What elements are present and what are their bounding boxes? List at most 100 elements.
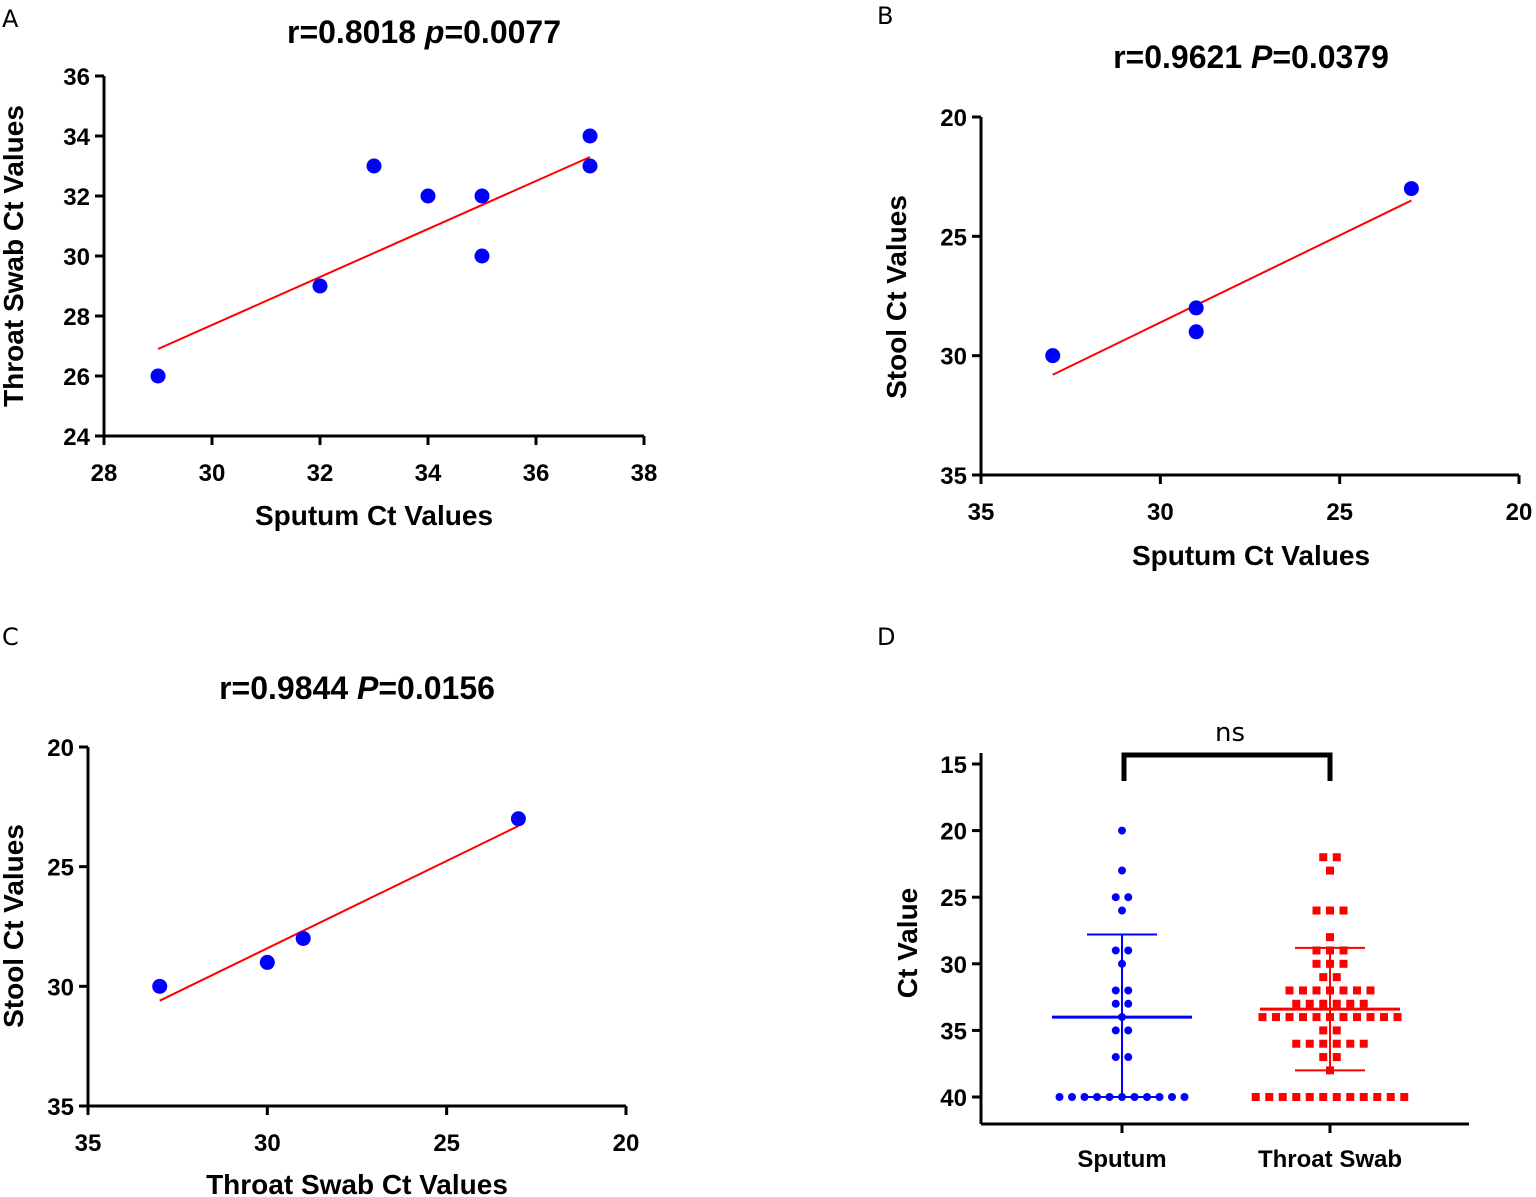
- data-point: [1326, 866, 1334, 875]
- data-point: [1346, 999, 1355, 1008]
- data-point: [1400, 1093, 1409, 1101]
- data-point: [510, 811, 526, 827]
- data-point: [1111, 893, 1120, 902]
- y-tick-label: 35: [940, 463, 967, 490]
- panel-b-y-label: Stool Ct Values: [881, 195, 912, 399]
- data-point: [1155, 1093, 1164, 1101]
- panel-b-fit-layer: [1052, 199, 1412, 376]
- data-point: [1272, 1013, 1280, 1022]
- y-tick-label: 25: [940, 885, 967, 912]
- x-tick-label: 36: [523, 460, 550, 487]
- data-point: [1278, 1093, 1287, 1101]
- data-point: [1124, 1026, 1133, 1035]
- data-point: [1332, 1026, 1341, 1035]
- data-point: [1359, 1039, 1368, 1048]
- category-label: Sputum: [1077, 1146, 1166, 1173]
- data-point: [1180, 1093, 1189, 1101]
- panel-b: B r=0.9621 P=0.0379 35 30 25 20 20 25 30 35 Sp…: [877, 2, 1532, 571]
- data-point: [1346, 1039, 1355, 1048]
- panel-d-stat-bars: [1052, 933, 1400, 1098]
- y-tick-label: 20: [940, 105, 967, 132]
- data-point: [582, 128, 598, 144]
- x-tick-label: 30: [254, 1130, 281, 1157]
- data-point: [259, 954, 275, 970]
- data-point: [1380, 1013, 1388, 1022]
- x-tick-label: 35: [968, 499, 995, 526]
- data-point: [1346, 1093, 1355, 1101]
- panel-a-title: r=0.8018 p=0.0077: [287, 14, 561, 50]
- data-point: [152, 978, 168, 994]
- data-point: [1292, 999, 1301, 1008]
- data-point: [1111, 946, 1120, 955]
- panel-c-x-label: Throat Swab Ct Values: [206, 1169, 508, 1197]
- data-point: [1359, 1093, 1368, 1101]
- data-point: [1319, 1026, 1328, 1035]
- regression-line: [1052, 199, 1412, 376]
- panel-c: C r=0.9844 P=0.0156 35 30 25 20 20 25 30 35 Th…: [0, 623, 639, 1197]
- panel-c-y-ticks: 20 25 30 35: [47, 735, 88, 1121]
- data-point: [1111, 999, 1120, 1008]
- panel-a-fit-layer: [157, 156, 591, 350]
- panel-a: A r=0.8018 p=0.0077 28 30 32 34 36 38 24 26 28 3…: [0, 5, 657, 531]
- panel-c-fit-layer: [159, 825, 519, 1002]
- x-tick-label: 20: [613, 1130, 640, 1157]
- regression-line: [159, 825, 519, 1002]
- y-tick-label: 15: [940, 752, 967, 779]
- data-point: [582, 158, 598, 174]
- data-point: [1312, 986, 1321, 995]
- y-tick-label: 30: [47, 974, 74, 1001]
- data-point: [1111, 1026, 1120, 1035]
- data-point: [1366, 1013, 1375, 1022]
- data-point: [1124, 946, 1133, 955]
- panel-a-x-ticks: 28 30 32 34 36 38: [91, 436, 658, 487]
- y-tick-label: 28: [63, 304, 90, 331]
- data-point: [1305, 1039, 1314, 1048]
- panel-a-points: [150, 128, 598, 384]
- x-tick-label: 38: [631, 460, 658, 487]
- data-point: [1403, 181, 1419, 197]
- data-point: [1332, 853, 1341, 862]
- y-tick-label: 25: [47, 855, 74, 882]
- x-tick-label: 25: [433, 1130, 460, 1157]
- panel-d-y-ticks: 15 20 25 30 35 40: [940, 752, 981, 1112]
- x-tick-label: 28: [91, 460, 118, 487]
- data-point: [1332, 973, 1341, 982]
- data-point: [1359, 999, 1368, 1008]
- data-point: [1312, 906, 1321, 915]
- data-point: [1299, 986, 1307, 995]
- data-point: [1168, 1093, 1176, 1101]
- data-point: [1258, 1013, 1267, 1022]
- data-point: [1319, 1093, 1328, 1101]
- data-point: [1111, 1053, 1120, 1062]
- data-point: [1332, 1039, 1341, 1048]
- data-point: [420, 188, 436, 204]
- data-point: [1332, 999, 1341, 1008]
- panel-a-label: A: [2, 5, 19, 33]
- y-tick-label: 35: [940, 1018, 967, 1045]
- data-point: [1312, 959, 1321, 968]
- y-tick-label: 30: [940, 344, 967, 371]
- panel-c-y-label: Stool Ct Values: [0, 824, 29, 1028]
- data-point: [1319, 1053, 1328, 1062]
- panel-d-y-label: Ct Value: [892, 888, 923, 998]
- y-tick-label: 24: [63, 424, 90, 451]
- data-point: [1251, 1093, 1260, 1101]
- x-tick-label: 34: [415, 460, 442, 487]
- panel-d: D 15 20 25 30 35 40 Sputum Throat Swab ns Ct V…: [877, 623, 1469, 1173]
- y-tick-label: 20: [940, 819, 967, 846]
- panel-b-points: [1045, 181, 1419, 364]
- panel-c-points: [152, 811, 526, 994]
- panel-c-title: r=0.9844 P=0.0156: [219, 670, 495, 706]
- data-point: [1305, 999, 1314, 1008]
- data-point: [1353, 1013, 1361, 1022]
- data-point: [1111, 986, 1120, 995]
- panel-b-x-label: Sputum Ct Values: [1132, 540, 1370, 571]
- panel-c-label: C: [2, 623, 19, 651]
- data-point: [1124, 999, 1133, 1008]
- panel-c-x-ticks: 35 30 25 20: [75, 1106, 640, 1157]
- y-tick-label: 35: [47, 1094, 74, 1121]
- data-point: [1285, 1013, 1294, 1022]
- significance-label: ns: [1215, 718, 1245, 748]
- data-point: [1319, 973, 1328, 982]
